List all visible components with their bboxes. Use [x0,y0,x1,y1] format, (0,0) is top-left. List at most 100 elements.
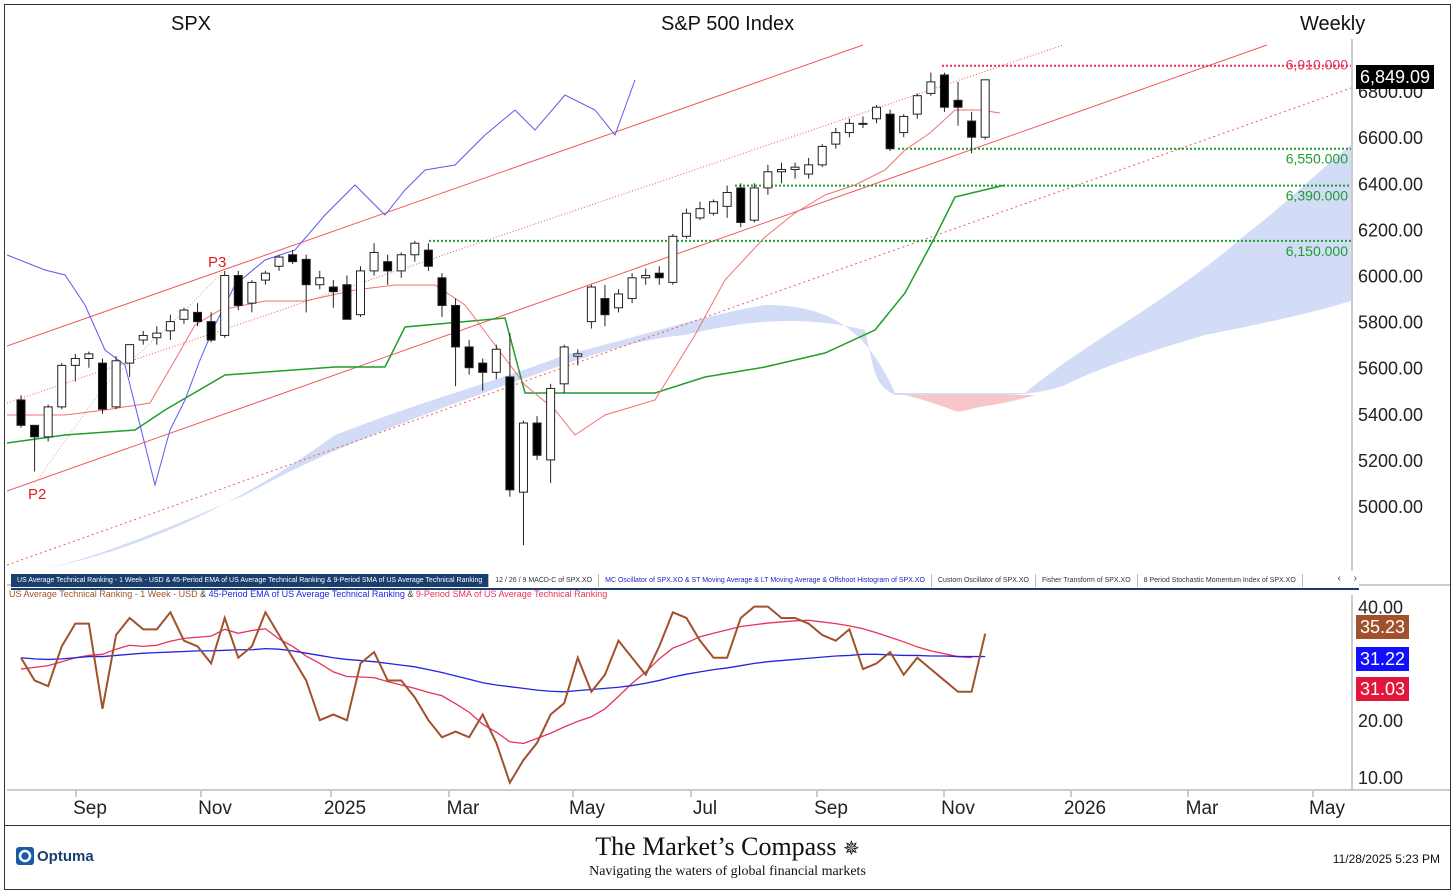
candle-body [179,309,189,320]
candle-body [111,360,121,408]
ranking-series-line [20,619,972,745]
candles [16,72,990,546]
time-tick-label: May [1309,798,1345,819]
candle-body [668,235,678,283]
tab-custom-oscillator[interactable]: Custom Oscillator of SPX.XO [932,574,1036,587]
ranking-tick-label: 20.00 [1358,711,1403,731]
candle-body [926,81,936,94]
candle-body [953,99,963,108]
pivot-label-p2: P2 [28,486,46,503]
optuma-icon [16,847,34,865]
tab-next-button[interactable]: › [1353,573,1357,584]
candle-body [804,164,814,175]
candle-body [776,168,786,173]
ranking-lines [20,605,987,786]
tab-macd[interactable]: 12 / 26 / 9 MACD-C of SPX.XO [489,574,600,587]
ranking-tick-label: 40.00 [1358,598,1403,618]
tenkan-line [7,109,1001,436]
candle-body [614,293,624,309]
ranking-badge: 35.23 [1356,615,1410,639]
candle-body [749,187,759,221]
level-label-3: 6,150.000 [1286,243,1348,259]
candle-body [505,376,515,491]
candle-body [301,258,311,286]
candle-body [125,344,135,364]
candle-body [233,275,243,306]
level-label-2: 6,390.000 [1286,188,1348,204]
footer: Optuma The Market’s Compass ✵ Navigating… [5,825,1450,890]
candle-body [247,281,257,304]
regression-channels [7,44,1352,566]
candle-body [16,399,26,426]
candle-body [939,74,949,108]
candle-body [899,115,909,134]
price-tick-label: 5000.00 [1358,497,1423,517]
candle-body [193,311,203,323]
ranking-tick-label: 10.00 [1358,768,1403,788]
time-tick-label: Sep [73,798,107,819]
ranking-axis: 10.00 20.00 40.00 [7,584,1450,790]
price-tick-label: 6600.00 [1358,128,1423,148]
candle-body [43,406,53,438]
candle-body [342,284,352,320]
price-tick-label: 5400.00 [1358,405,1423,425]
candle-body [573,353,583,357]
tab-fisher-transform[interactable]: Fisher Transform of SPX.XO [1036,574,1138,587]
ema-badge: 31.22 [1356,647,1410,671]
time-tick-label: Mar [1186,798,1219,819]
last-price-badge: 6,849.09 [1356,65,1435,89]
publisher-block: The Market’s Compass ✵ Navigating the wa… [5,832,1450,880]
candle-body [763,171,773,189]
time-tick-label: 2025 [324,798,366,819]
time-tick-label: Jul [693,798,717,819]
publisher-name: The Market’s Compass [595,832,837,861]
candle-body [518,422,528,493]
price-tick-label: 5800.00 [1358,313,1423,333]
time-tick-label: Nov [198,798,232,819]
candle-body [586,286,596,323]
candle-body [654,272,664,279]
legend-sep: & [404,589,416,599]
candle-body [396,254,406,272]
candle-body [138,334,148,341]
time-axis: Sep Nov 2025 Mar May Jul Sep Nov 2026 Mar May [7,789,1450,819]
tab-mc-oscillator[interactable]: MC Oscillator of SPX.XO & ST Moving Aver… [599,574,932,587]
candle-body [152,332,162,339]
pivot-label-p3: P3 [208,254,226,271]
candle-body [858,122,868,125]
candle-body [600,298,610,316]
time-tick-label: May [569,798,605,819]
candle-body [451,304,461,348]
cloud-area [45,145,1351,569]
kijun-line [7,184,1006,444]
candle-body [206,321,216,341]
price-tick-label: 6000.00 [1358,267,1423,287]
channel-line-1 [7,44,1064,404]
candle-body [709,201,719,214]
candle-body [844,122,854,134]
optuma-logo: Optuma [15,846,94,866]
tab-stochastic-momentum[interactable]: 8 Period Stochastic Momentum Index of SP… [1138,574,1303,587]
candle-body [722,192,732,207]
time-tick-label: Mar [447,798,480,819]
candle-body [491,348,501,373]
tab-prev-button[interactable]: ‹ [1337,573,1341,584]
candle-body [681,212,691,237]
legend-ranking: US Average Technical Ranking - 1 Week - … [9,589,198,599]
period-label: Weekly [1300,13,1366,35]
candle-body [478,362,488,373]
compass-icon: ✵ [842,838,860,860]
horizontal-levels: 6,910.000 6,550.000 6,390.000 6,150.000 [429,57,1351,259]
tab-technical-ranking[interactable]: US Average Technical Ranking - 1 Week - … [11,574,490,587]
time-tick-label: Nov [941,798,975,819]
channel-line-0 [7,44,864,347]
candle-body [736,187,746,223]
cloud-bear-area [905,395,1035,412]
candle-body [641,275,651,279]
price-tick-label: 6200.00 [1358,220,1423,240]
candle-body [885,113,895,150]
candle-body [165,321,175,332]
candle-body [817,145,827,166]
level-label-1: 6,550.000 [1286,151,1348,167]
